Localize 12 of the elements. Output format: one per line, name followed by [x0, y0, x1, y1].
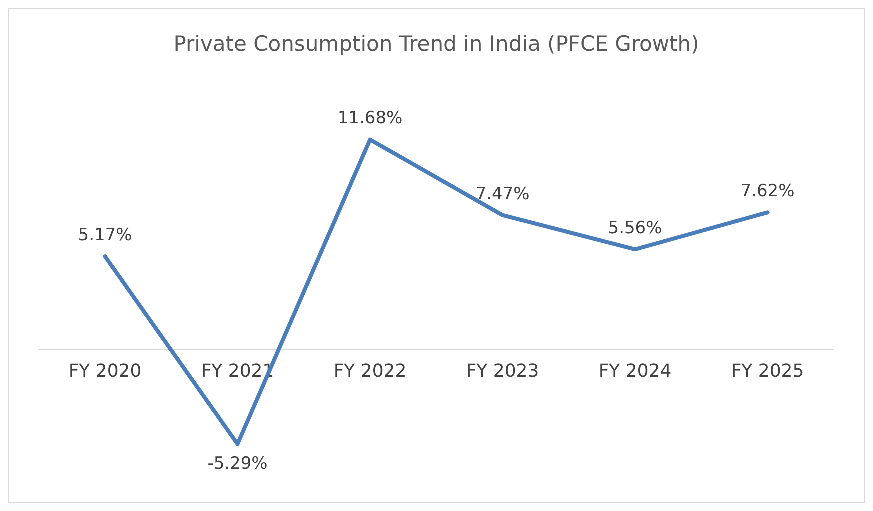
data-label: -5.29%: [208, 454, 268, 474]
x-tick-label: FY 2024: [598, 360, 672, 382]
chart-title: Private Consumption Trend in India (PFCE Growth): [174, 32, 700, 56]
data-label: 7.47%: [476, 184, 530, 204]
x-tick-label: FY 2023: [466, 360, 540, 382]
x-tick-label: FY 2020: [68, 360, 142, 382]
x-tick-label: FY 2025: [731, 360, 804, 382]
data-label: 5.17%: [78, 226, 132, 246]
data-label: 7.62%: [740, 182, 795, 202]
x-tick-label: FY 2022: [334, 360, 407, 382]
data-label: 11.68%: [338, 108, 403, 129]
data-label: 5.56%: [608, 218, 662, 239]
